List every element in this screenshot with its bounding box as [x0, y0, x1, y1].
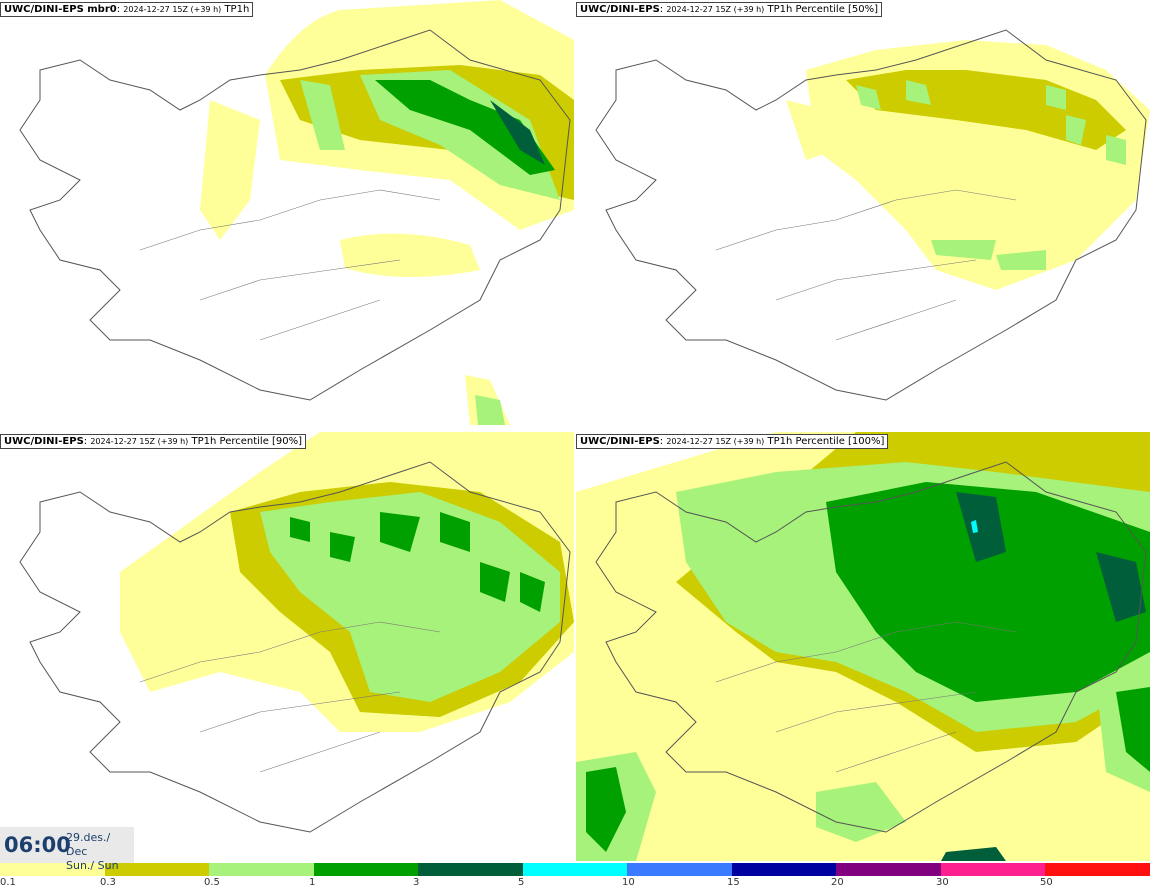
legend-swatch — [418, 863, 523, 876]
legend-swatch — [209, 863, 314, 876]
legend-swatch — [522, 863, 628, 876]
panel-title: UWC/DINI-EPS: 2024-12-27 15Z (+39 h) TP1… — [576, 2, 883, 17]
panel-title: UWC/DINI-EPS: 2024-12-27 15Z (+39 h) TP1… — [576, 434, 889, 449]
legend-swatch — [104, 863, 210, 876]
legend-label: 10 — [622, 877, 635, 888]
valid-time: 06:00 — [4, 833, 71, 857]
precip-map — [576, 432, 1150, 861]
valid-time-box: 06:00 29.des./ Dec Sun./ Sun — [0, 827, 134, 872]
legend-label: 0.3 — [100, 877, 116, 888]
legend-swatch — [313, 863, 419, 876]
panel-title: UWC/DINI-EPS: 2024-12-27 15Z (+39 h) TP1… — [0, 434, 307, 449]
color-legend — [0, 863, 1150, 876]
precip-map — [595, 29, 1150, 401]
legend-label: 30 — [936, 877, 949, 888]
legend-labels: 0.1 0.3 0.5 1 3 5 10 15 20 30 50 — [0, 876, 1150, 891]
legend-label: 50 — [1040, 877, 1053, 888]
precip-map — [19, 432, 574, 833]
legend-swatch — [627, 863, 732, 876]
legend-swatch — [0, 863, 105, 876]
legend-swatch — [836, 863, 941, 876]
legend-swatch — [1045, 863, 1150, 876]
legend-label: 0.5 — [204, 877, 220, 888]
legend-label: 20 — [831, 877, 844, 888]
panel-title: UWC/DINI-EPS mbr0: 2024-12-27 15Z (+39 h… — [0, 2, 254, 17]
map-panel-p90: UWC/DINI-EPS: 2024-12-27 15Z (+39 h) TP1… — [0, 432, 574, 861]
valid-date-day: 29.des./ Dec — [66, 831, 111, 858]
legend-label: 0.1 — [0, 877, 16, 888]
legend-swatch — [940, 863, 1046, 876]
legend-swatch — [731, 863, 837, 876]
map-panel-mbr0: UWC/DINI-EPS mbr0: 2024-12-27 15Z (+39 h… — [0, 0, 574, 429]
map-panel-p50: UWC/DINI-EPS: 2024-12-27 15Z (+39 h) TP1… — [576, 0, 1150, 429]
legend-label: 1 — [309, 877, 316, 888]
precip-map — [19, 0, 574, 425]
map-panel-p100: UWC/DINI-EPS: 2024-12-27 15Z (+39 h) TP1… — [576, 432, 1150, 861]
valid-date: 29.des./ Dec Sun./ Sun — [66, 831, 134, 873]
legend-label: 3 — [413, 877, 420, 888]
valid-weekday: Sun./ Sun — [66, 859, 119, 872]
legend-label: 15 — [727, 877, 740, 888]
legend-label: 5 — [518, 877, 525, 888]
